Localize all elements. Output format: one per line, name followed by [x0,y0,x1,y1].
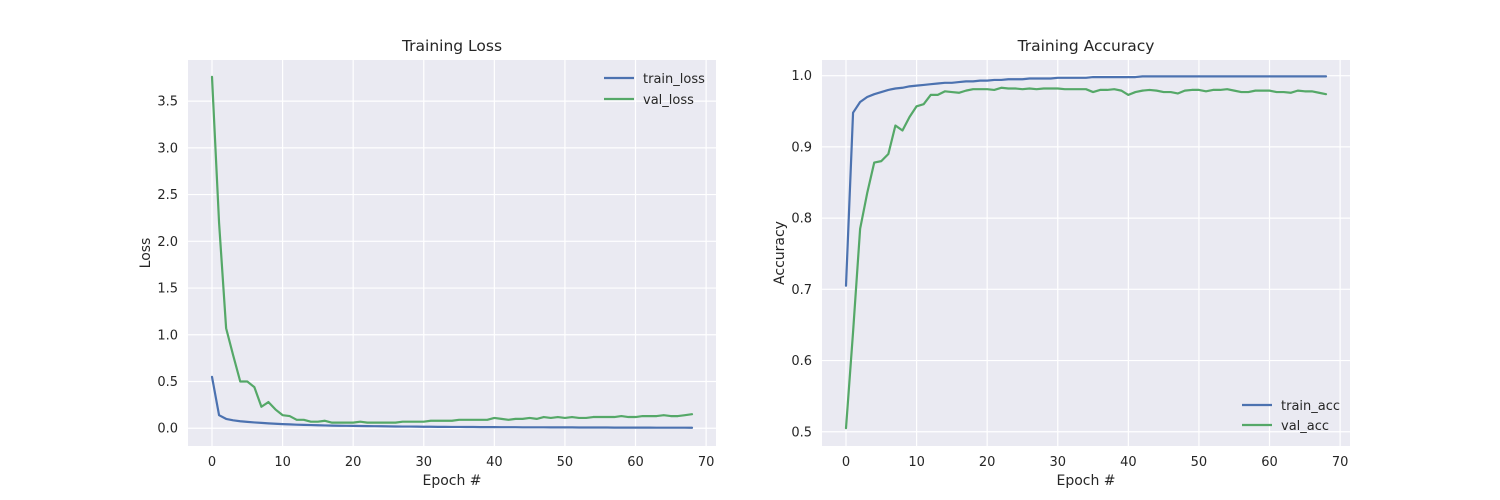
loss-chart-title: Training Loss [401,37,502,55]
loss-chart: 0 10 20 30 40 50 60 700.00.51.01.52.02.53.03.5 … [138,37,716,489]
loss-y-tick-label: 1.5 [157,282,178,297]
loss-x-axis-label: Epoch # [422,473,481,489]
accuracy-legend: train_acc val_acc [1242,399,1340,434]
accuracy-x-tick-label: 10 [908,455,925,470]
accuracy-y-tick-label: 0.5 [791,425,812,440]
loss-y-tick-label: 2.5 [157,188,178,203]
accuracy-y-tick-label: 1.0 [791,69,812,84]
loss-y-tick-label: 3.0 [157,141,178,156]
accuracy-plot-area [822,60,1350,446]
accuracy-y-tick-label: 0.7 [791,283,812,298]
accuracy-x-tick-label: 20 [979,455,996,470]
accuracy-y-axis-label: Accuracy [772,221,788,285]
accuracy-x-axis-label: Epoch # [1056,473,1115,489]
loss-x-tick-label: 10 [274,455,291,470]
loss-grid [188,60,716,446]
loss-y-tick-label: 2.0 [157,235,178,250]
loss-x-tick-label: 70 [698,455,715,470]
accuracy-x-tick-label: 30 [1049,455,1066,470]
loss-y-tick-label: 0.0 [157,422,178,437]
loss-x-tick-label: 50 [557,455,574,470]
accuracy-x-tick-label: 70 [1332,455,1349,470]
loss-y-axis-label: Loss [138,238,154,269]
accuracy-ticks: 0 10 20 30 40 50 60 70 0.5 0.6 0.7 0.8 0.9 1.0 [791,69,1348,470]
loss-ticks: 0 10 20 30 40 50 60 70 0.0 0.5 1.0 1.5 2.0 2.5 3.0 3.5 [157,95,714,470]
accuracy-chart-title: Training Accuracy [1017,37,1155,55]
loss-y-tick-label: 0.5 [157,375,178,390]
legend-label-val-loss: val_loss [643,93,694,108]
loss-plot-area [188,60,716,446]
accuracy-y-tick-label: 0.9 [791,140,812,155]
accuracy-x-tick-label: 40 [1120,455,1137,470]
legend-label-train-loss: train_loss [643,72,705,87]
loss-y-tick-label: 3.5 [157,95,178,110]
loss-x-tick-label: 0 [208,455,216,470]
accuracy-y-tick-label: 0.6 [791,354,812,369]
loss-y-tick-label: 1.0 [157,328,178,343]
legend-label-train-acc: train_acc [1281,399,1340,414]
loss-series [210,75,694,429]
accuracy-x-tick-label: 50 [1191,455,1208,470]
loss-x-tick-label: 20 [345,455,362,470]
series-line-val-loss [210,75,694,424]
loss-x-tick-label: 30 [415,455,432,470]
accuracy-grid [822,60,1350,446]
accuracy-chart: 0 10 20 30 40 50 60 70 0.5 0.6 0.7 0.8 0.9 1.0 Traini… [772,37,1350,489]
series-line-val-acc [844,86,1328,430]
loss-x-tick-label: 40 [486,455,503,470]
series-line-train-loss [210,375,694,429]
accuracy-series [844,75,1328,430]
legend-label-val-acc: val_acc [1281,419,1329,434]
loss-x-tick-label: 60 [627,455,644,470]
loss-legend: train_loss val_loss [604,72,705,108]
accuracy-x-tick-label: 60 [1261,455,1278,470]
accuracy-x-tick-label: 0 [842,455,850,470]
accuracy-y-tick-label: 0.8 [791,212,812,227]
series-line-train-acc [844,75,1328,287]
